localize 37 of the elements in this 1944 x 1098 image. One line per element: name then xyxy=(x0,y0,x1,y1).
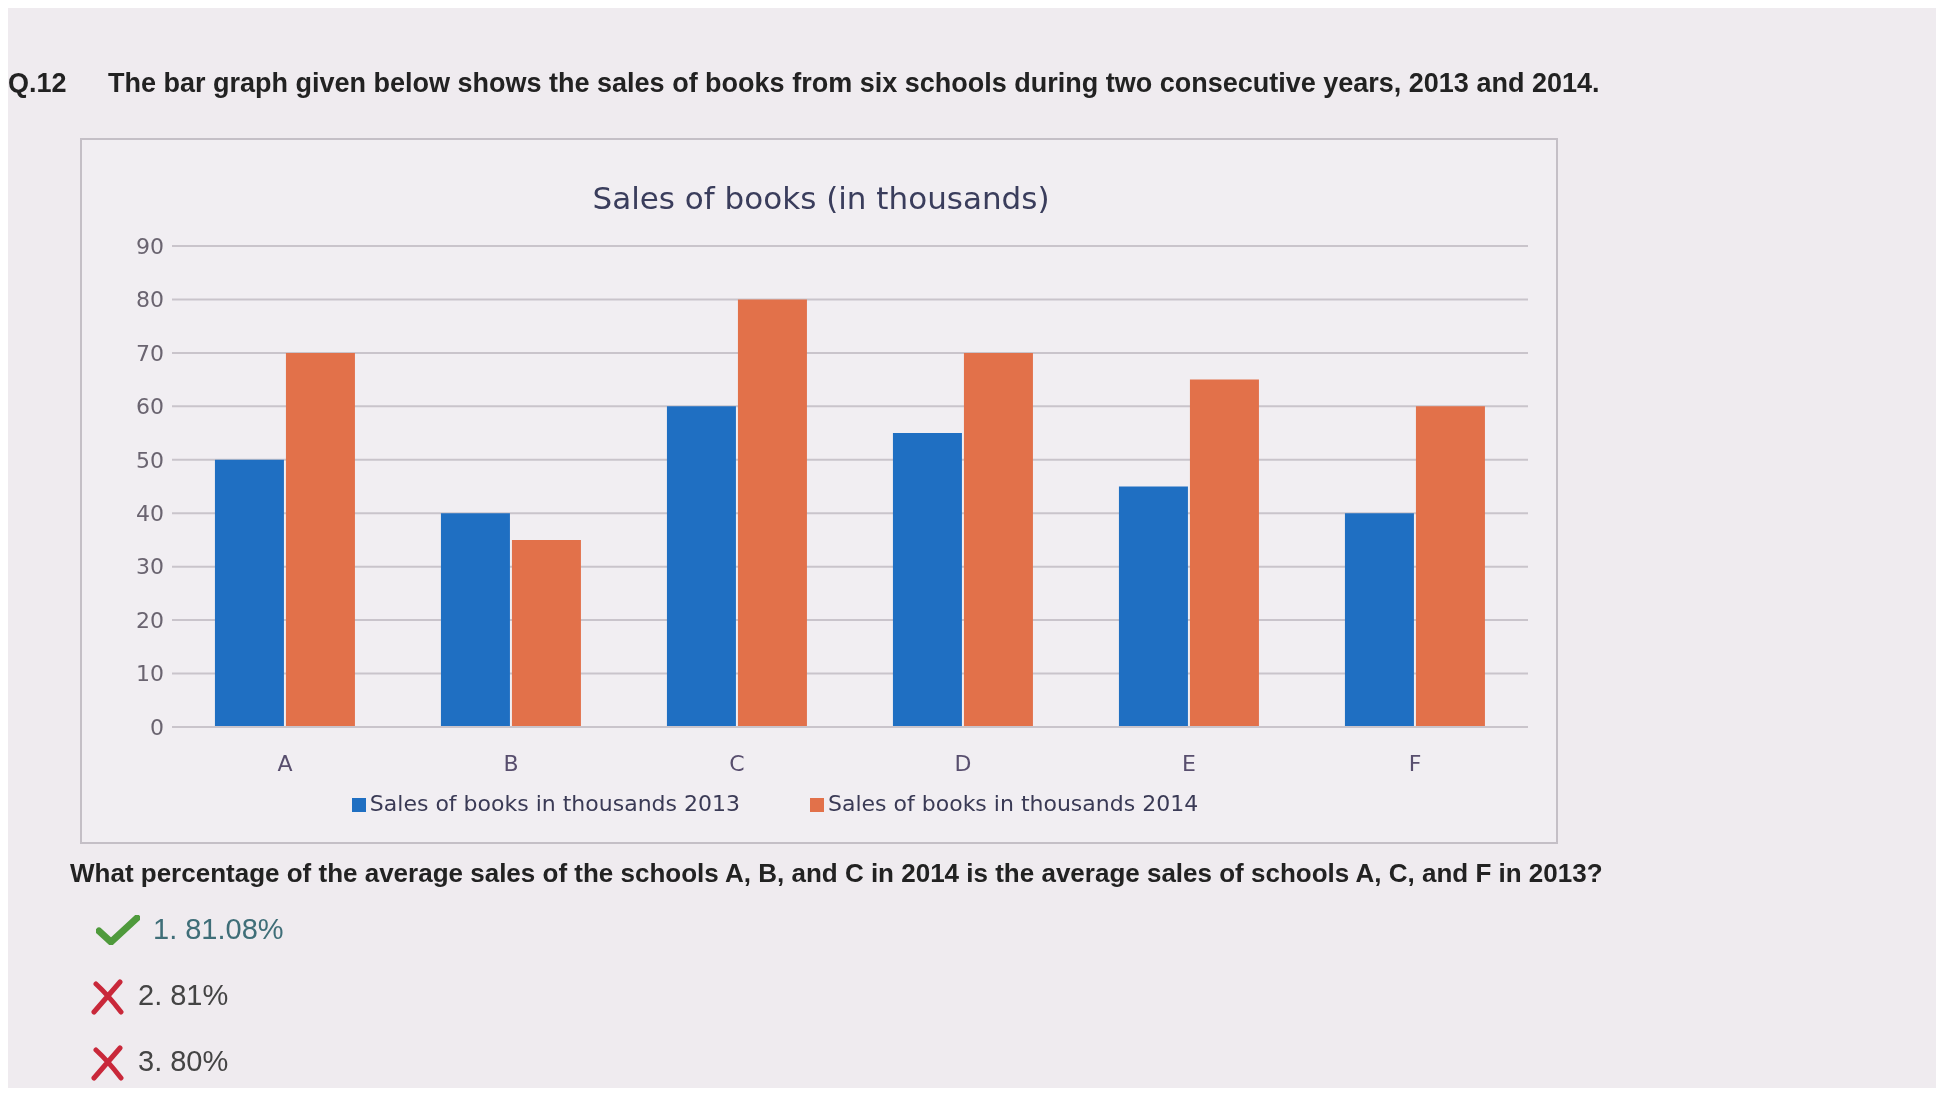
bar xyxy=(963,352,1033,727)
bar xyxy=(1189,379,1259,727)
bar xyxy=(1118,486,1188,727)
y-tick-label: 20 xyxy=(136,607,164,633)
bar xyxy=(892,433,962,727)
x-tick-label: A xyxy=(277,750,293,776)
text: 3. 80% xyxy=(138,1045,229,1078)
bar xyxy=(511,539,581,727)
x-tick-label: C xyxy=(729,750,745,776)
y-tick-label: 60 xyxy=(136,394,164,420)
text: 2. 81% xyxy=(138,979,229,1012)
x-tick-label: B xyxy=(503,750,519,776)
bar xyxy=(1344,513,1414,727)
y-tick-label: 0 xyxy=(150,714,164,740)
x-tick-label: E xyxy=(1182,750,1196,776)
bar xyxy=(1415,406,1485,727)
x-tick-label: D xyxy=(954,750,972,776)
y-tick-label: 50 xyxy=(136,447,164,473)
legend-label: Sales of books in thousands 2014 xyxy=(828,791,1199,816)
text: Q.12 xyxy=(8,68,67,99)
legend-label: Sales of books in thousands 2013 xyxy=(369,791,740,816)
bar xyxy=(214,459,284,727)
y-tick-label: 10 xyxy=(136,661,164,687)
text: 1. 81.08% xyxy=(153,913,284,946)
text: What percentage of the average sales of the schools A, B, and C in 2014 is the average sales of schools A, C, and F in 2013? xyxy=(70,858,1604,889)
y-tick-label: 90 xyxy=(136,233,164,259)
y-tick-label: 70 xyxy=(136,340,164,366)
text: The bar graph given below shows the sales of books from six schools during two consecutive years, 2013 and 2014. xyxy=(108,68,1600,99)
x-tick-label: F xyxy=(1408,750,1422,776)
chart-title: Sales of books (in thousands) xyxy=(591,180,1051,216)
bar xyxy=(440,513,510,727)
y-tick-label: 40 xyxy=(136,501,164,527)
bar xyxy=(737,299,807,727)
y-tick-label: 80 xyxy=(136,287,164,313)
bar xyxy=(285,352,355,727)
bar xyxy=(666,406,736,727)
y-tick-label: 30 xyxy=(136,554,164,580)
